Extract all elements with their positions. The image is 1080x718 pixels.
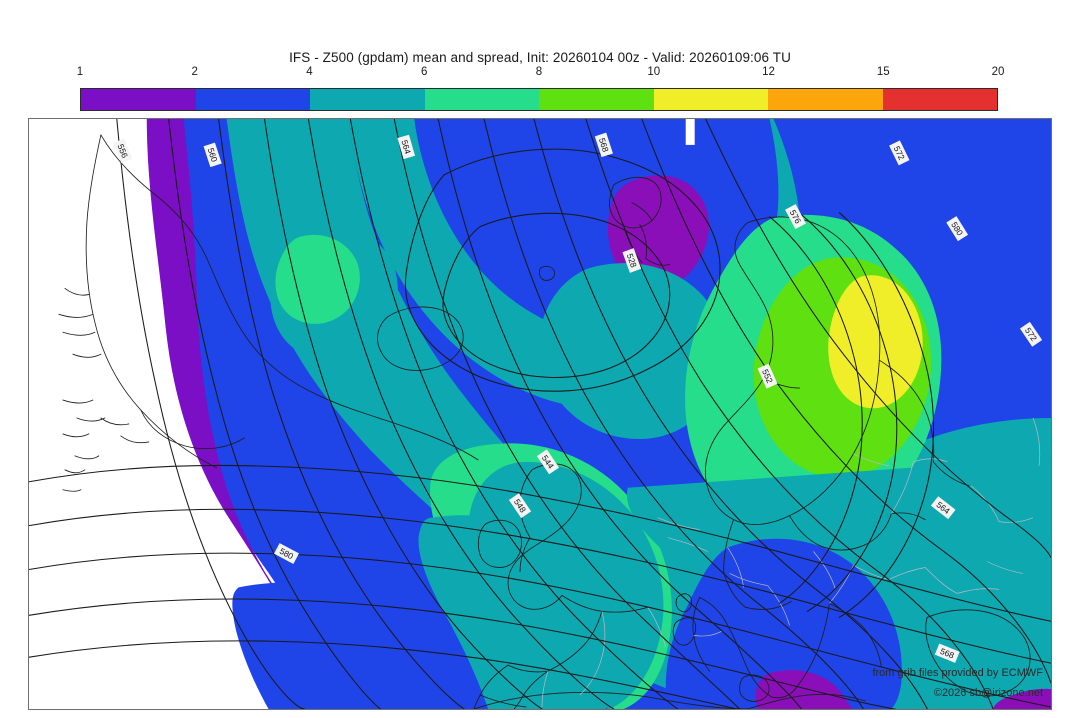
colorbar-segment-10-12 bbox=[653, 89, 768, 110]
map-canvas[interactable]: 556 560 564 568 bbox=[28, 118, 1052, 710]
svg-text:564: 564 bbox=[400, 139, 414, 156]
colorbar-tick-12: 12 bbox=[762, 66, 775, 78]
colorbar-tick-8: 8 bbox=[535, 66, 543, 78]
colorbar-tick-1: 1 bbox=[76, 66, 84, 78]
colorbar-tick-15: 15 bbox=[876, 66, 890, 78]
map-svg: 556 560 564 568 bbox=[29, 119, 1051, 709]
colorbar-tick-4: 4 bbox=[306, 66, 313, 78]
svg-text:560: 560 bbox=[206, 147, 220, 164]
colorbar-gradient bbox=[80, 88, 998, 111]
svg-text:556: 556 bbox=[116, 142, 131, 159]
colorbar-segment-8-10 bbox=[539, 89, 654, 110]
colorbar-segment-1-2 bbox=[81, 89, 196, 110]
contour-layer bbox=[29, 119, 1051, 709]
colorbar-segment-12-15 bbox=[768, 89, 883, 110]
coastline-layer bbox=[58, 134, 1031, 709]
contour-label-layer: 556 560 564 568 bbox=[113, 132, 1043, 663]
colorbar-tick-20: 20 bbox=[991, 66, 1005, 78]
svg-text:568: 568 bbox=[939, 646, 956, 661]
colorbar-tick-2: 2 bbox=[191, 66, 198, 78]
colorbar-segment-15-20 bbox=[882, 89, 997, 110]
svg-text:528: 528 bbox=[625, 252, 639, 269]
colorbar-segment-6-8 bbox=[424, 89, 539, 110]
colorbar-segment-4-6 bbox=[310, 89, 425, 110]
colorbar-tick-10: 10 bbox=[647, 66, 661, 78]
svg-text:568: 568 bbox=[597, 137, 611, 154]
colorbar: 1 2 4 6 8 10 12 15 20 bbox=[77, 66, 1004, 111]
colorbar-tick-6: 6 bbox=[421, 66, 428, 78]
colorbar-segment-2-4 bbox=[195, 89, 310, 110]
colorbar-tick-labels: 1 2 4 6 8 10 12 15 20 bbox=[76, 66, 1005, 86]
page-title: IFS - Z500 (gpdam) mean and spread, Init… bbox=[289, 50, 791, 65]
